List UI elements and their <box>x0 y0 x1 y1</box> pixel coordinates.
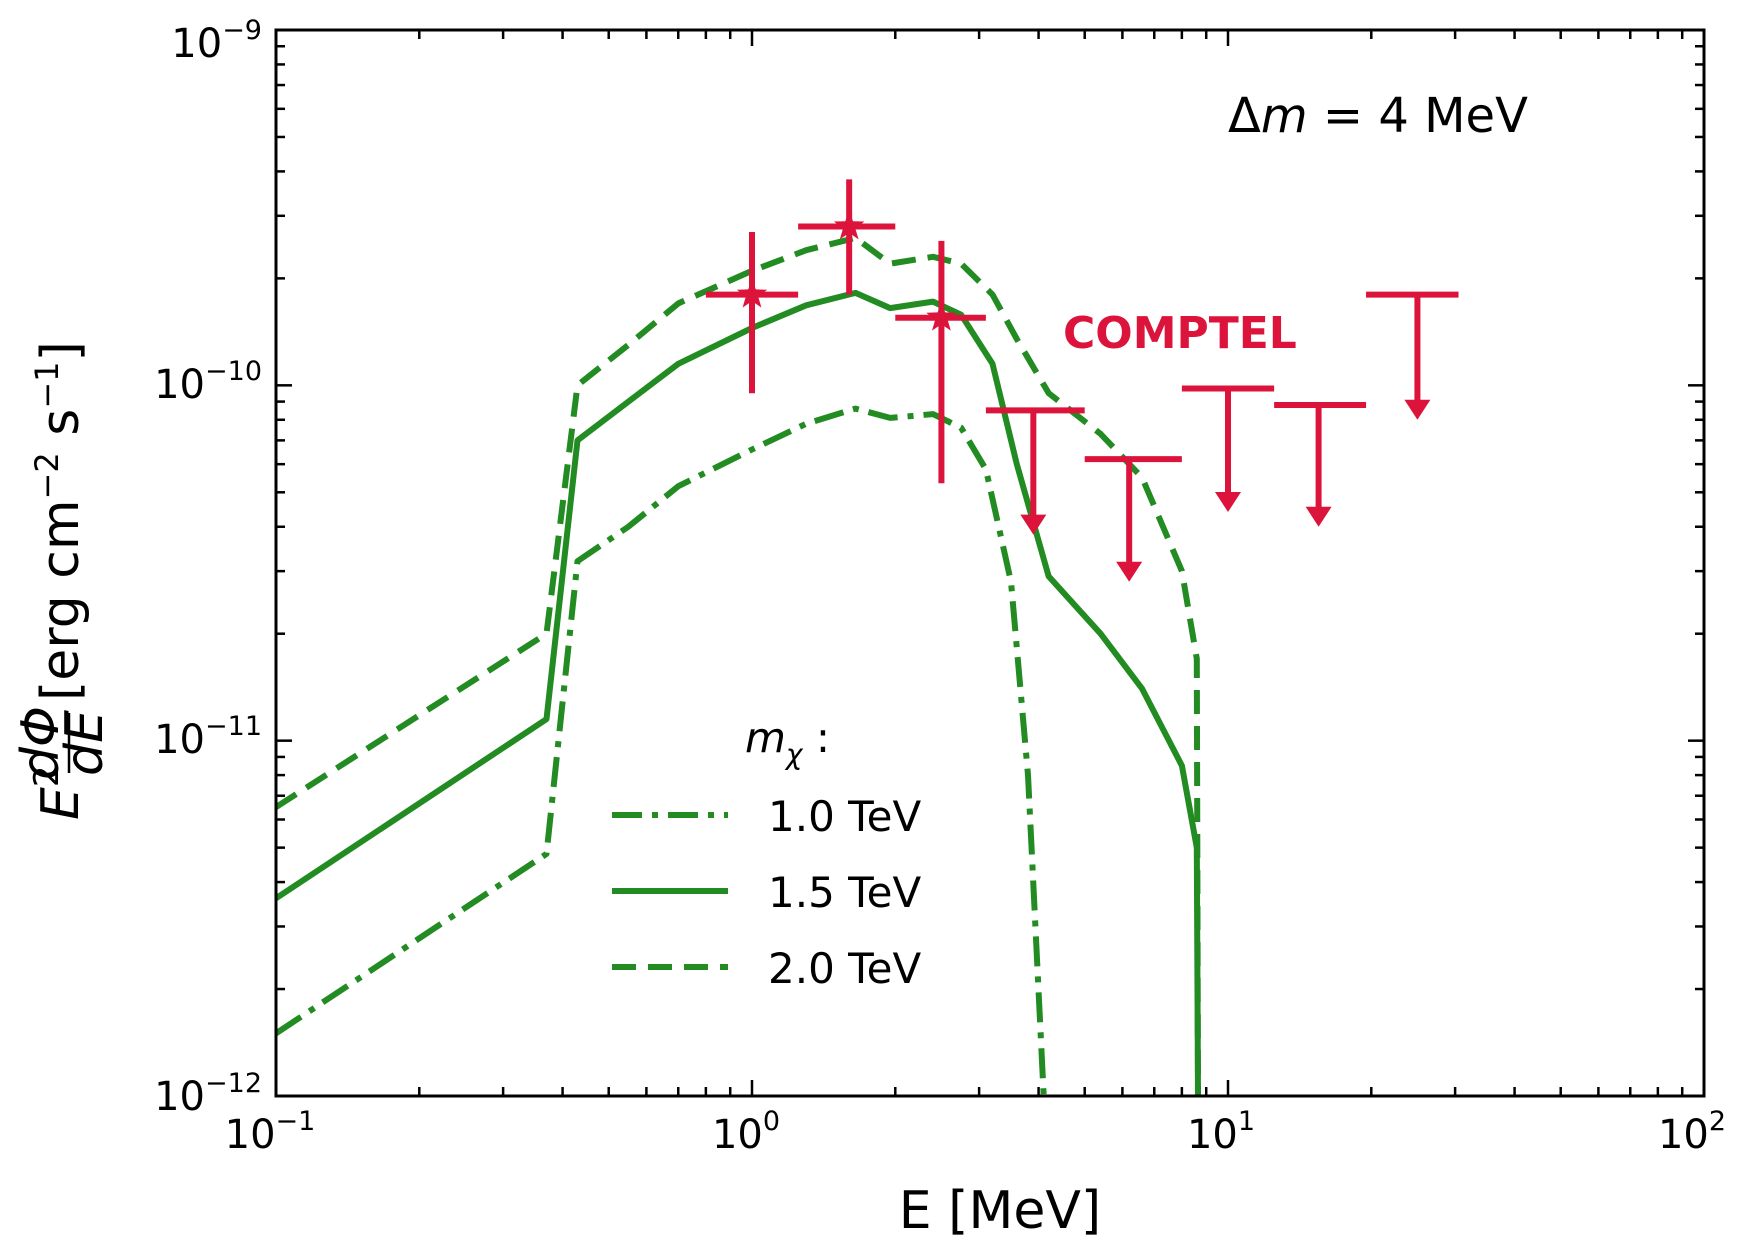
legend-title: mχ : <box>745 713 830 771</box>
y-tick-label: 10−12 <box>154 1068 262 1120</box>
upper-limit-arrow <box>1020 514 1047 535</box>
y-tick-label: 10−11 <box>154 711 262 763</box>
svg-text:dΦ: dΦ <box>11 706 71 780</box>
y-tick-label: 10−9 <box>171 15 262 67</box>
legend: mχ : 1.0 TeV 1.5 TeV 2.0 TeV <box>612 713 922 993</box>
upper-limit-arrow <box>1215 492 1241 513</box>
x-axis-title: E [MeV] <box>899 1181 1101 1241</box>
legend-label: 1.5 TeV <box>768 868 922 917</box>
svg-text:E2: E2 <box>27 766 91 821</box>
svg-text:[erg cm−2 s−1]: [erg cm−2 s−1] <box>28 341 91 701</box>
comptel-point-marker <box>926 301 957 331</box>
legend-label: 1.0 TeV <box>768 792 922 841</box>
series-line-2-0-tev <box>274 234 1201 1097</box>
upper-limit-arrow <box>1305 506 1332 527</box>
y-tick-label: 10−10 <box>154 356 262 408</box>
y-axis-title: E2 dΦ dE [erg cm−2 s−1] <box>11 341 115 820</box>
x-tick-label: 102 <box>1658 1106 1726 1158</box>
comptel-point-marker <box>833 210 865 240</box>
series-line-1-5-tev <box>274 289 1201 1097</box>
upper-limit-arrow <box>1404 399 1431 420</box>
legend-label: 2.0 TeV <box>768 944 922 993</box>
delta-m-annotation: Δm = 4 MeV <box>1228 88 1528 144</box>
comptel-data <box>705 179 1459 582</box>
comptel-point-marker <box>736 278 768 308</box>
comptel-label: COMPTEL <box>1063 308 1297 359</box>
series-line-1-0-tev <box>274 405 1047 1097</box>
x-tick-label: 10−1 <box>225 1106 316 1158</box>
upper-limit-arrow <box>1116 561 1143 582</box>
x-tick-label: 100 <box>712 1106 780 1158</box>
axis-ticks <box>274 28 1706 1098</box>
svg-text:dE: dE <box>55 710 115 776</box>
model-curves <box>274 234 1201 1097</box>
plot-frame <box>274 28 1706 1098</box>
x-tick-label: 101 <box>1187 1106 1255 1158</box>
